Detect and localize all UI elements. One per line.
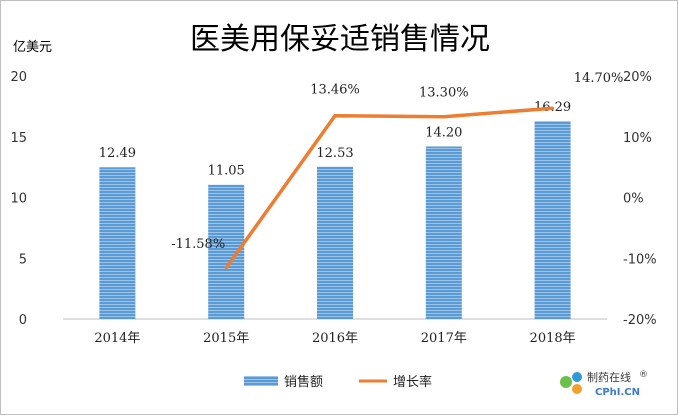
line-data-labels: -11.58% 13.46% 13.30% 14.70% bbox=[171, 71, 623, 252]
y2-tick-label: 20% bbox=[623, 70, 652, 85]
bar bbox=[534, 121, 571, 319]
growth-value-label: 13.46% bbox=[310, 83, 360, 98]
chart-title: 医美用保妥适销售情况 bbox=[190, 22, 490, 57]
legend: 销售额 增长率 bbox=[244, 374, 432, 390]
y2-axis-ticks: -20% -10% 0% 10% 20% bbox=[623, 70, 657, 328]
x-tick-label: 2017年 bbox=[421, 331, 467, 346]
bar-value-label: 12.49 bbox=[99, 146, 136, 161]
bar bbox=[99, 167, 136, 319]
y-tick-label: 10 bbox=[10, 192, 27, 207]
y-tick-label: 5 bbox=[19, 252, 27, 267]
legend-bar-label: 销售额 bbox=[284, 374, 323, 390]
y-axis-unit-label: 亿美元 bbox=[13, 40, 52, 55]
legend-line-label: 增长率 bbox=[393, 374, 432, 390]
bar bbox=[425, 146, 462, 319]
x-tick-label: 2014年 bbox=[94, 331, 140, 346]
bar-value-label: 12.53 bbox=[316, 146, 353, 161]
y-tick-label: 15 bbox=[10, 131, 27, 146]
line-series bbox=[224, 106, 555, 270]
y2-tick-label: -10% bbox=[623, 252, 657, 267]
y2-tick-label: 0% bbox=[623, 192, 644, 207]
y-tick-label: 20 bbox=[10, 70, 27, 85]
growth-point bbox=[333, 114, 337, 118]
x-tick-label: 2015年 bbox=[203, 331, 249, 346]
bar-value-label: 11.05 bbox=[208, 164, 245, 179]
watermark: 制药在线 ® CPhI.CN bbox=[560, 370, 648, 398]
growth-value-label: 14.70% bbox=[574, 71, 624, 86]
cphi-logo-icon bbox=[560, 372, 582, 394]
y-axis-ticks: 0 5 10 15 20 bbox=[10, 70, 27, 328]
y2-tick-label: 10% bbox=[623, 131, 652, 146]
legend-bar-swatch bbox=[244, 376, 278, 386]
bar-value-label: 14.20 bbox=[425, 125, 462, 140]
growth-value-label: -11.58% bbox=[171, 237, 225, 252]
growth-value-label: 13.30% bbox=[419, 86, 469, 101]
growth-point bbox=[442, 115, 446, 119]
watermark-registered-mark: ® bbox=[639, 370, 648, 380]
watermark-brand: 制药在线 bbox=[587, 370, 631, 384]
watermark-sub: CPhI.CN bbox=[595, 387, 640, 398]
growth-line bbox=[224, 106, 553, 269]
y2-tick-label: -20% bbox=[623, 313, 657, 328]
growth-point bbox=[551, 106, 555, 110]
bar bbox=[317, 166, 353, 319]
bar-series bbox=[99, 121, 571, 319]
x-tick-label: 2016年 bbox=[312, 331, 358, 346]
x-tick-label: 2018年 bbox=[530, 331, 576, 346]
y-tick-label: 0 bbox=[19, 313, 27, 328]
x-axis-ticks: 2014年 2015年 2016年 2017年 2018年 bbox=[94, 331, 575, 346]
growth-point bbox=[224, 266, 228, 270]
